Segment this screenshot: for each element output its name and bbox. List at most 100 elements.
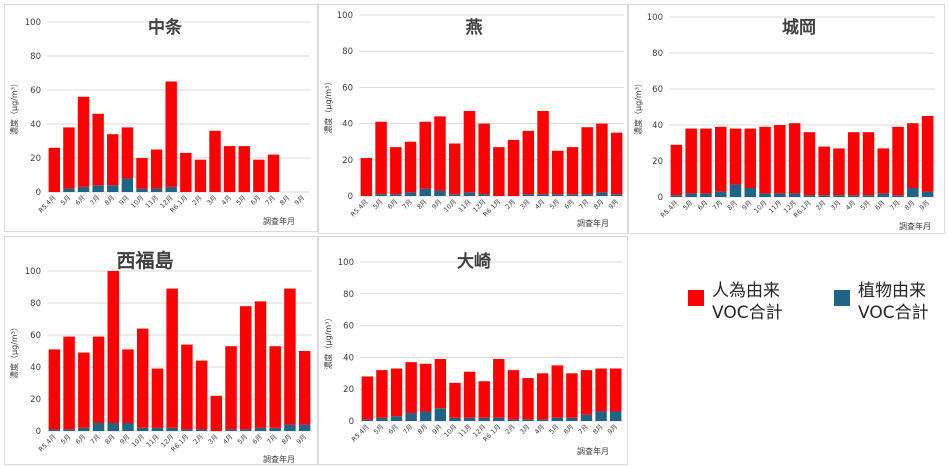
bar-anthropogenic xyxy=(670,144,683,196)
x-tick-label: 9月 xyxy=(607,198,620,211)
bar-anthropogenic xyxy=(166,288,178,428)
bar-anthropogenic xyxy=(551,365,563,418)
bar-anthropogenic xyxy=(493,147,505,196)
bar-anthropogenic xyxy=(298,351,311,425)
bar-anthropogenic xyxy=(580,370,593,415)
bar-biogenic xyxy=(818,195,830,197)
bar-anthropogenic xyxy=(907,123,919,188)
bar-biogenic xyxy=(122,423,134,431)
bar-anthropogenic xyxy=(107,271,119,423)
chart-title: 中条 xyxy=(148,17,183,38)
x-tick-label: 4月 xyxy=(533,423,546,436)
bar-anthropogenic xyxy=(253,159,265,192)
bar-anthropogenic xyxy=(493,358,505,418)
x-axis-label: 調査年月 xyxy=(263,216,295,226)
y-tick-label: 100 xyxy=(25,18,41,28)
x-tick-label: 10月 xyxy=(442,198,458,214)
bar-anthropogenic xyxy=(405,362,417,414)
bar-biogenic xyxy=(537,194,549,196)
x-tick-label: 7月 xyxy=(401,423,414,436)
y-tick-label: 0 xyxy=(36,427,41,437)
bar-biogenic xyxy=(581,194,593,196)
bar-biogenic xyxy=(580,414,593,421)
bar-biogenic xyxy=(714,191,727,197)
y-tick-label: 100 xyxy=(647,13,663,23)
bar-anthropogenic xyxy=(507,139,520,196)
bar-anthropogenic xyxy=(63,336,75,430)
x-tick-label: 7月 xyxy=(577,198,590,211)
bar-anthropogenic xyxy=(210,395,223,431)
bar-biogenic xyxy=(522,194,535,196)
bar-anthropogenic xyxy=(390,368,403,417)
bar-biogenic xyxy=(803,195,816,197)
x-tick-label: 8月 xyxy=(415,198,428,211)
x-tick-label: 3月 xyxy=(205,194,218,207)
bar-anthropogenic xyxy=(240,306,252,430)
bar-biogenic xyxy=(225,429,237,431)
bar-biogenic xyxy=(121,178,134,192)
bar-biogenic xyxy=(254,427,267,431)
bar-anthropogenic xyxy=(376,370,388,418)
bar-biogenic xyxy=(420,411,432,421)
bar-biogenic xyxy=(610,194,623,196)
bar-anthropogenic xyxy=(537,110,549,195)
x-tick-label: 3月 xyxy=(829,199,842,212)
y-tick-label: 80 xyxy=(30,299,41,309)
bar-anthropogenic xyxy=(463,110,476,193)
bar-biogenic xyxy=(463,417,476,421)
x-tick-label: 3月 xyxy=(519,198,532,211)
bar-anthropogenic xyxy=(361,376,374,420)
bar-biogenic xyxy=(376,417,388,421)
x-tick-label: 5月 xyxy=(547,423,560,436)
x-axis-label: 調査年月 xyxy=(263,454,295,464)
bar-anthropogenic xyxy=(165,81,177,187)
bar-anthropogenic xyxy=(566,147,579,195)
x-tick-label: 10月 xyxy=(442,423,458,439)
x-tick-label: 2月 xyxy=(192,433,205,446)
bar-anthropogenic xyxy=(92,113,104,186)
bar-biogenic xyxy=(566,194,579,196)
bar-anthropogenic xyxy=(478,381,490,418)
bar-biogenic xyxy=(269,427,281,431)
bar-anthropogenic xyxy=(194,159,207,192)
bar-biogenic xyxy=(862,195,875,197)
bar-anthropogenic xyxy=(269,346,281,428)
x-tick-label: 5月 xyxy=(371,198,384,211)
bar-biogenic xyxy=(478,417,490,421)
bar-biogenic xyxy=(434,408,447,421)
bar-biogenic xyxy=(375,194,387,196)
x-tick-label: 8月 xyxy=(726,199,739,212)
x-tick-label: 10月 xyxy=(130,433,146,449)
bar-biogenic xyxy=(404,192,417,196)
bar-anthropogenic xyxy=(78,352,90,428)
y-tick-label: 20 xyxy=(342,156,353,166)
chart-title: 燕 xyxy=(466,17,483,38)
bar-anthropogenic xyxy=(225,346,237,430)
x-tick-label: 6月 xyxy=(249,194,262,207)
x-tick-label: 5月 xyxy=(548,198,561,211)
y-tick-label: 40 xyxy=(30,120,41,130)
bar-anthropogenic xyxy=(552,150,564,195)
y-tick-label: 100 xyxy=(337,11,353,21)
y-axis-label: 濃度（µg/m³） xyxy=(9,79,19,135)
bar-biogenic xyxy=(63,188,75,192)
x-tick-label: 7月 xyxy=(89,433,102,446)
x-tick-label: 4月 xyxy=(220,194,233,207)
bar-anthropogenic xyxy=(729,128,742,185)
bar-anthropogenic xyxy=(536,373,549,420)
x-tick-label: 8月 xyxy=(103,194,116,207)
x-tick-label: 10月 xyxy=(129,194,145,210)
x-tick-label: 6月 xyxy=(696,199,709,212)
bar-anthropogenic xyxy=(507,370,520,420)
bar-biogenic xyxy=(136,188,148,192)
bar-biogenic xyxy=(609,411,622,421)
bar-anthropogenic xyxy=(77,96,90,187)
bar-biogenic xyxy=(92,185,104,192)
y-tick-label: 80 xyxy=(343,290,354,300)
bar-biogenic xyxy=(150,188,163,192)
bar-anthropogenic xyxy=(195,360,208,430)
y-tick-label: 20 xyxy=(30,395,41,405)
y-tick-label: 0 xyxy=(348,192,353,202)
bar-biogenic xyxy=(48,429,61,431)
